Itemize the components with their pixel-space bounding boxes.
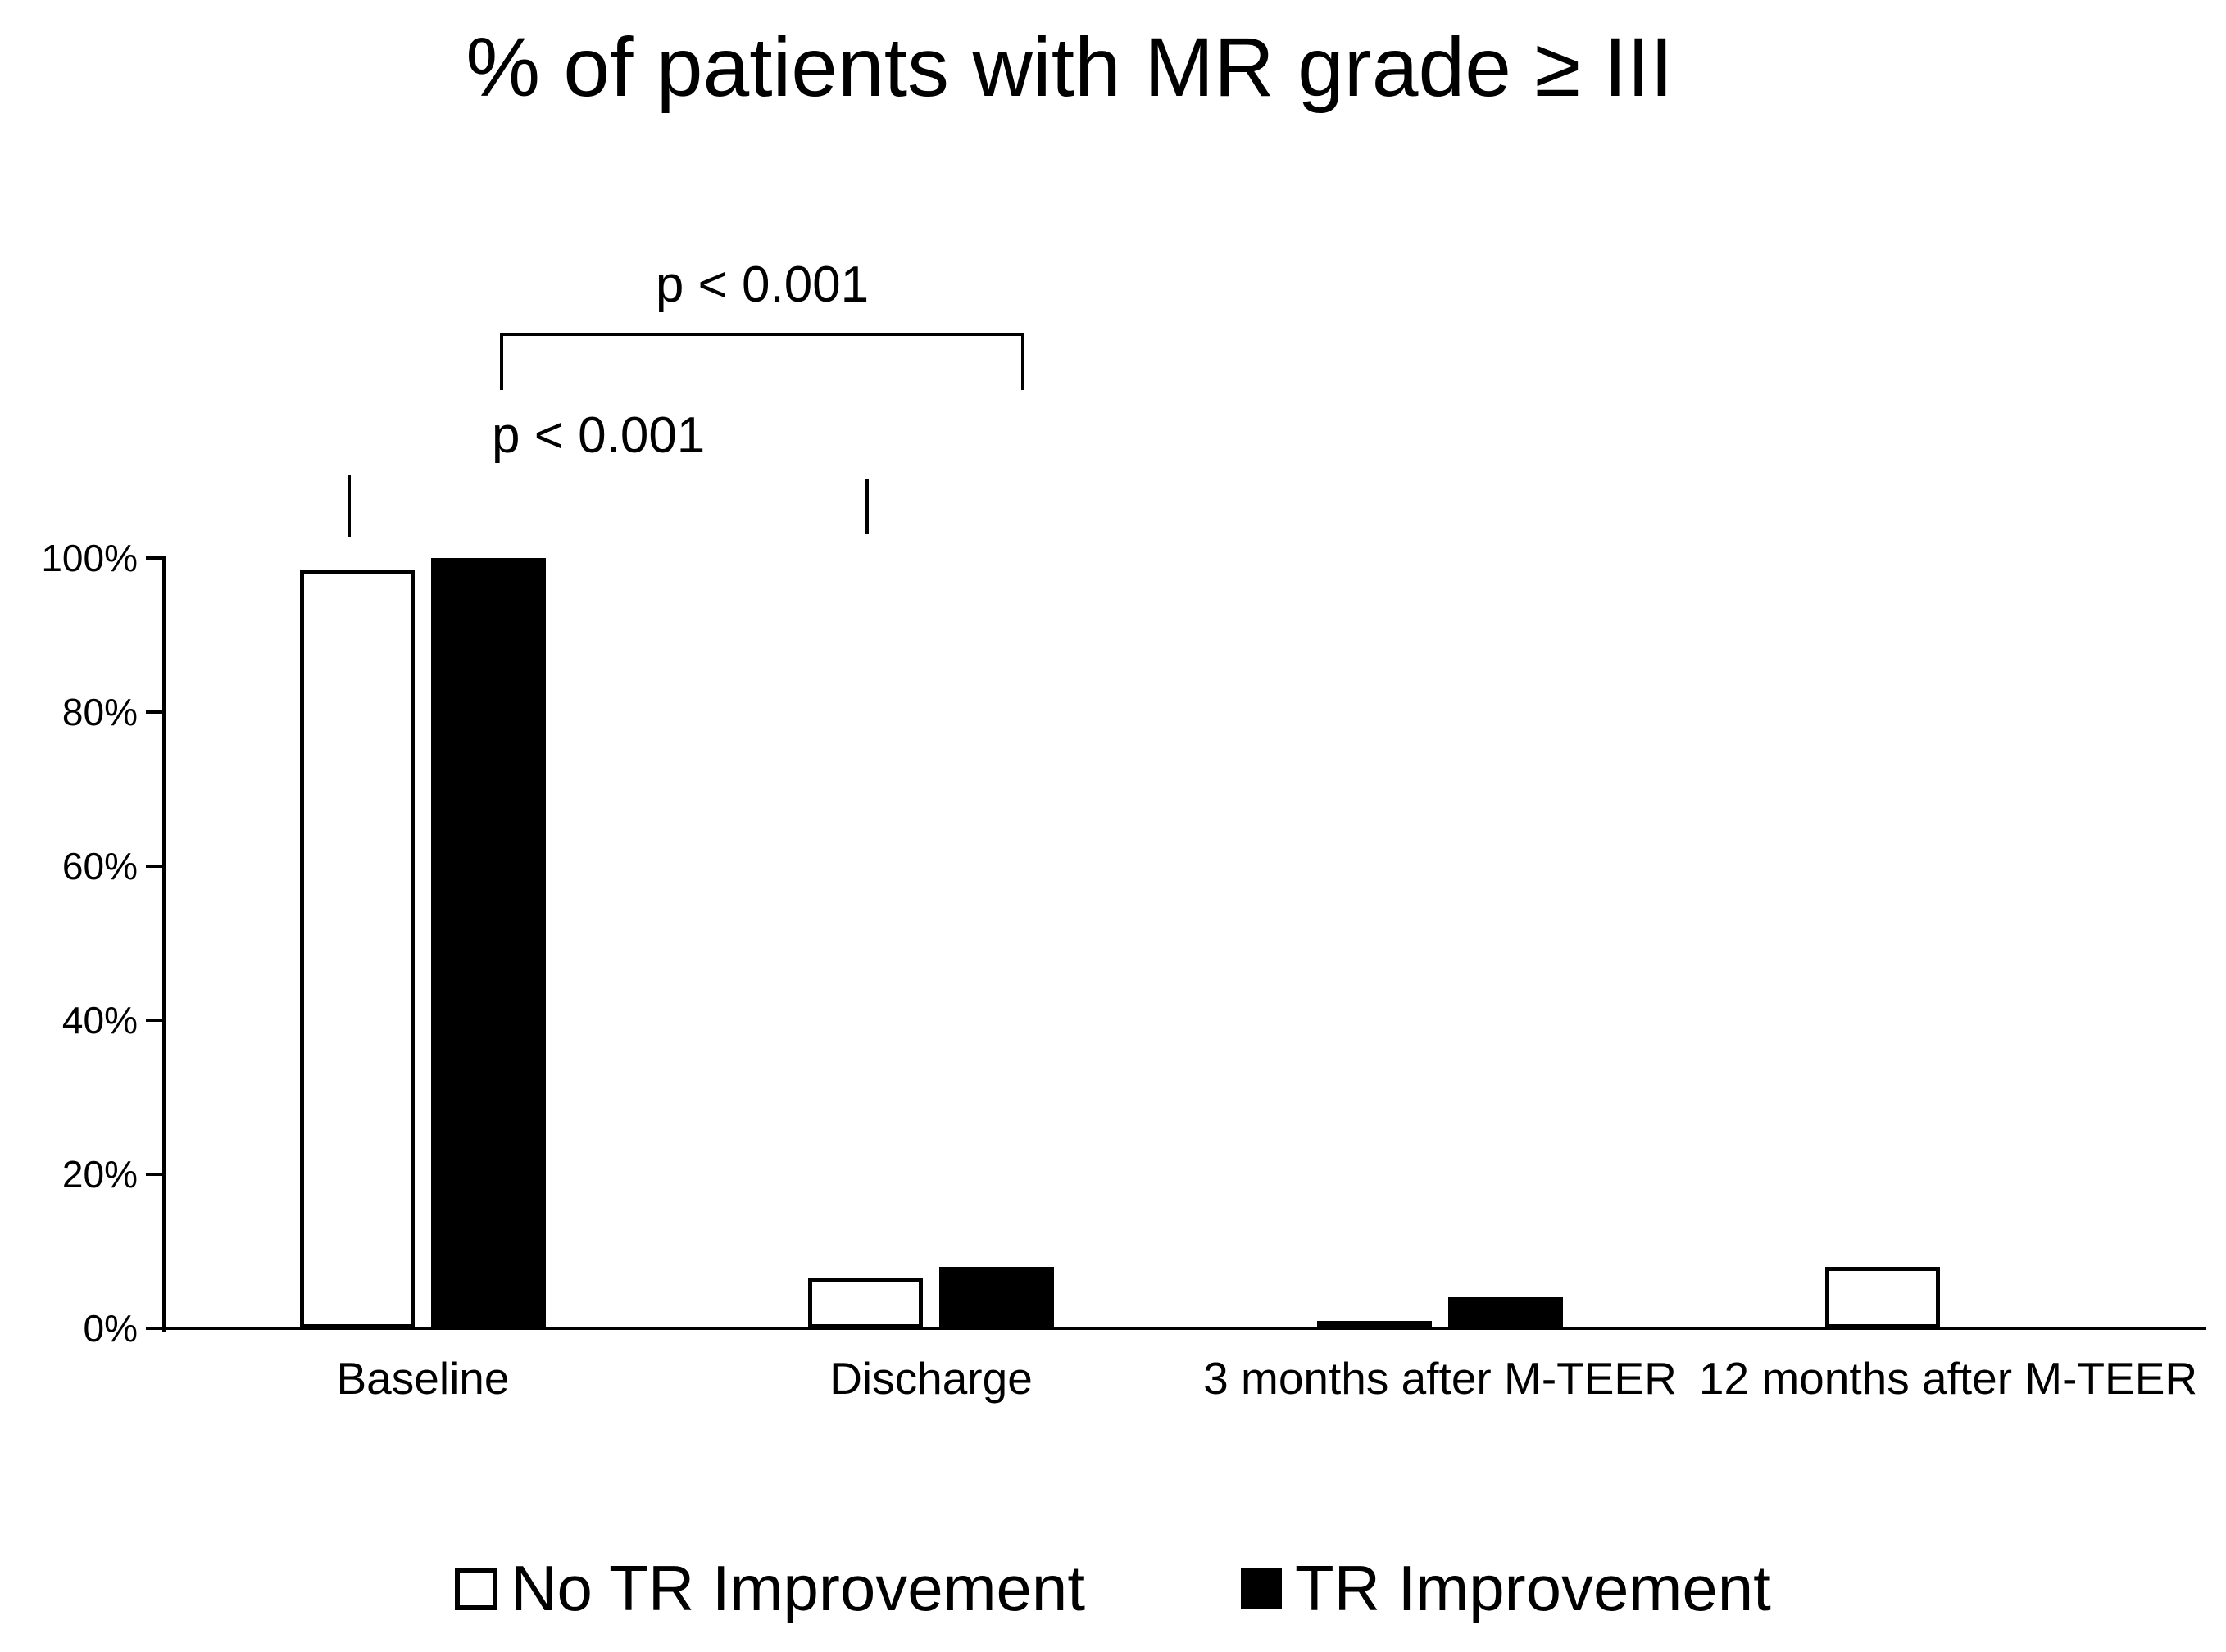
y-axis xyxy=(162,556,166,1332)
y-axis-tick-80 xyxy=(146,710,162,714)
y-axis-label-100: 100% xyxy=(41,537,138,579)
bar-no-tr-improvement-baseline xyxy=(300,570,415,1328)
y-axis-label-20: 20% xyxy=(61,1153,138,1196)
bar-tr-improvement-baseline xyxy=(431,558,546,1328)
y-axis-label-40: 40% xyxy=(61,999,138,1042)
bar-no-tr-improvement-3-months-after-m-teer xyxy=(1317,1321,1432,1329)
y-axis-tick-20 xyxy=(146,1173,162,1176)
x-axis-label-baseline: Baseline xyxy=(336,1353,510,1404)
bar-no-tr-improvement-12-months-after-m-teer xyxy=(1825,1267,1940,1328)
y-axis-label-80: 80% xyxy=(61,691,138,733)
significance-bracket xyxy=(500,333,1024,336)
bar-no-tr-improvement-discharge xyxy=(808,1278,923,1328)
x-axis-label-12-months-after-m-teer: 12 months after M-TEER xyxy=(1698,1353,2198,1404)
y-axis-tick-60 xyxy=(146,865,162,868)
x-axis-label-discharge: Discharge xyxy=(829,1353,1033,1404)
x-axis xyxy=(162,1327,2206,1330)
chart-title: % of patients with MR grade ≥ III xyxy=(466,20,1674,114)
comparison-tick-baseline xyxy=(348,475,351,537)
bar-tr-improvement-3-months-after-m-teer xyxy=(1448,1297,1563,1328)
significance-bracket-left-end xyxy=(500,333,503,390)
legend: No TR Improvement TR Improvement xyxy=(0,1552,2226,1624)
white-square-swatch-icon xyxy=(455,1567,498,1610)
x-axis-label-3-months-after-m-teer: 3 months after M-TEER xyxy=(1203,1353,1677,1404)
significance-bracket-right-end xyxy=(1021,333,1024,390)
black-square-swatch-icon xyxy=(1240,1568,1282,1609)
y-axis-tick-0 xyxy=(146,1327,162,1330)
y-axis-label-60: 60% xyxy=(61,845,138,887)
legend-item-no-tr-improvement: No TR Improvement xyxy=(455,1552,1085,1624)
y-axis-tick-40 xyxy=(146,1019,162,1022)
bar-tr-improvement-discharge xyxy=(939,1267,1054,1328)
y-axis-label-0: 0% xyxy=(83,1307,138,1350)
legend-label: No TR Improvement xyxy=(511,1552,1085,1624)
y-axis-tick-100 xyxy=(146,556,162,560)
legend-item-tr-improvement: TR Improvement xyxy=(1240,1552,1771,1624)
p-value-top: p < 0.001 xyxy=(655,256,870,313)
comparison-tick-discharge xyxy=(865,479,869,534)
p-value-lower: p < 0.001 xyxy=(492,407,706,464)
legend-label: TR Improvement xyxy=(1294,1552,1771,1624)
